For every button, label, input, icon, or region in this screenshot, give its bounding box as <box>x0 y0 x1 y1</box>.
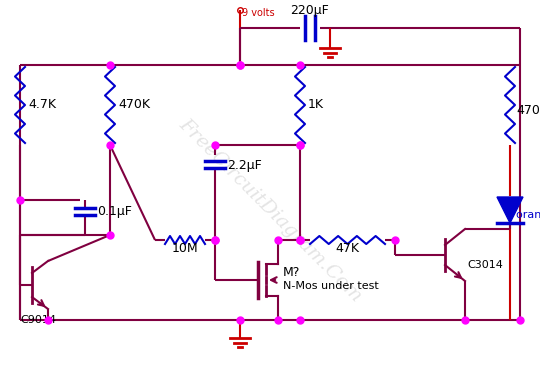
Text: 47K: 47K <box>335 242 359 255</box>
Text: 470: 470 <box>516 104 540 117</box>
Text: C9014: C9014 <box>20 315 56 325</box>
Text: N-Mos under test: N-Mos under test <box>283 281 379 291</box>
Text: 9 volts: 9 volts <box>242 8 275 18</box>
Text: M?: M? <box>283 266 300 278</box>
Text: 2.2μF: 2.2μF <box>227 159 262 171</box>
Text: 470K: 470K <box>118 99 150 112</box>
Text: 4.7K: 4.7K <box>28 99 56 112</box>
Text: 220μF: 220μF <box>290 4 329 17</box>
Text: C3014: C3014 <box>467 260 503 270</box>
Text: 1K: 1K <box>308 99 324 112</box>
Text: FreeCircuitDiagram.Com: FreeCircuitDiagram.Com <box>175 115 365 305</box>
Polygon shape <box>497 197 523 223</box>
Text: 0.1μF: 0.1μF <box>97 206 132 219</box>
Text: orange led: orange led <box>516 210 540 220</box>
Text: 10M: 10M <box>172 242 198 255</box>
